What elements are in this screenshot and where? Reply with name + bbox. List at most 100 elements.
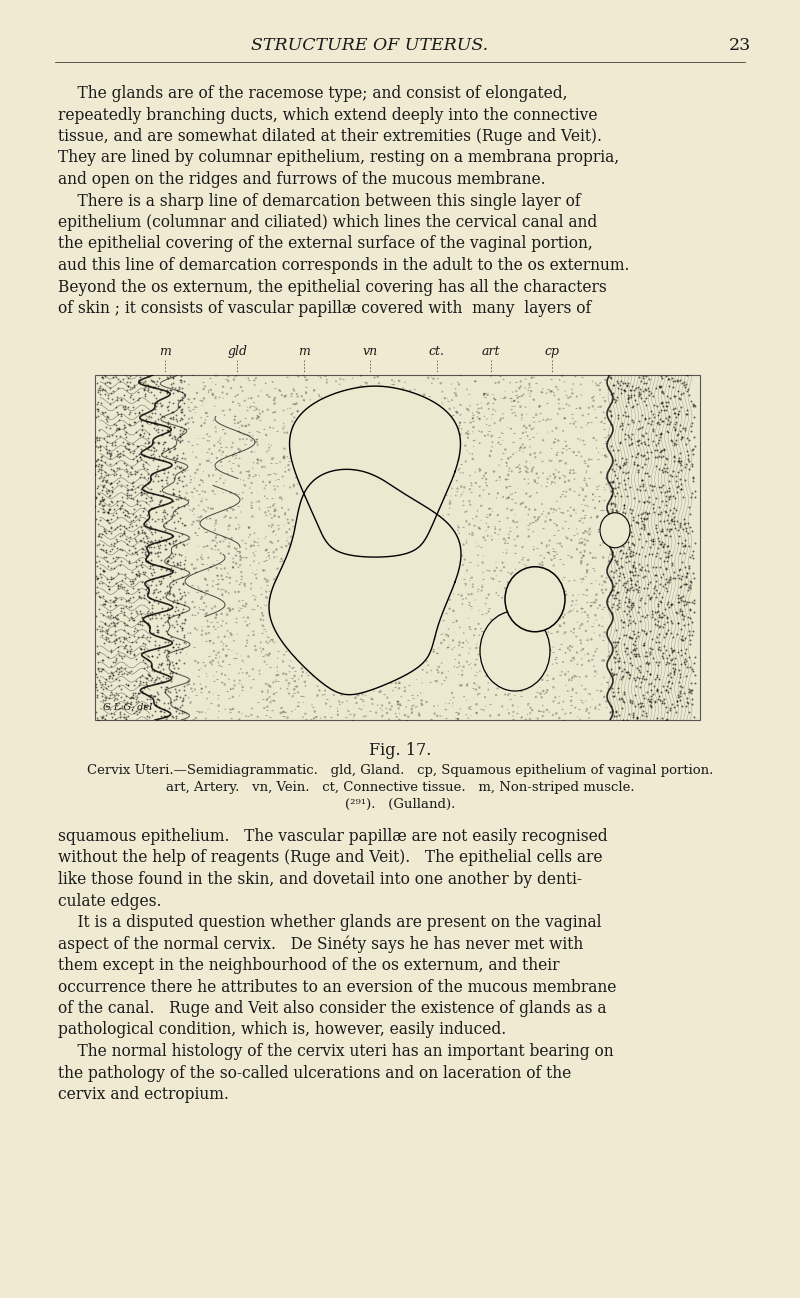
Point	[130, 544, 143, 565]
Point	[660, 366, 673, 387]
Point	[178, 679, 190, 700]
Point	[622, 550, 635, 571]
Point	[288, 671, 301, 692]
Point	[526, 459, 538, 480]
Point	[371, 480, 384, 501]
Point	[440, 434, 453, 454]
Point	[619, 637, 632, 658]
Point	[268, 505, 281, 526]
Point	[574, 510, 586, 531]
Point	[478, 687, 491, 707]
Point	[203, 369, 216, 389]
Point	[178, 393, 190, 414]
Point	[345, 578, 358, 598]
Point	[441, 515, 454, 536]
Point	[426, 578, 438, 598]
Point	[96, 706, 109, 727]
Point	[457, 632, 470, 653]
Point	[666, 502, 679, 523]
Point	[159, 531, 172, 552]
Point	[591, 598, 604, 619]
Point	[94, 527, 107, 548]
Point	[335, 530, 348, 550]
Point	[129, 463, 142, 484]
Point	[682, 579, 694, 600]
Point	[608, 561, 621, 582]
Point	[174, 687, 187, 707]
Point	[462, 643, 475, 663]
Point	[625, 641, 638, 662]
Point	[309, 582, 322, 602]
Point	[606, 687, 619, 707]
Point	[418, 571, 430, 592]
Point	[198, 584, 211, 605]
Point	[336, 692, 349, 713]
Point	[118, 523, 130, 544]
Point	[574, 543, 587, 563]
Point	[662, 480, 675, 501]
Point	[619, 543, 632, 563]
Point	[422, 467, 434, 488]
Point	[126, 631, 138, 652]
Point	[215, 558, 228, 579]
Point	[126, 543, 138, 563]
Point	[443, 497, 456, 518]
Point	[665, 637, 678, 658]
Point	[662, 681, 674, 702]
Point	[339, 707, 352, 728]
Point	[330, 483, 342, 504]
Point	[541, 472, 554, 493]
Point	[505, 418, 518, 439]
Point	[372, 622, 385, 643]
Point	[501, 508, 514, 528]
Point	[438, 610, 450, 631]
Point	[129, 411, 142, 432]
Point	[394, 414, 407, 435]
Point	[633, 668, 646, 689]
Point	[684, 575, 697, 596]
Point	[430, 671, 443, 692]
Point	[680, 639, 693, 659]
Point	[261, 687, 274, 707]
Point	[106, 432, 118, 453]
Point	[338, 578, 351, 598]
Point	[367, 414, 380, 435]
Point	[122, 623, 134, 644]
Point	[686, 592, 698, 613]
Point	[672, 423, 685, 444]
Point	[96, 367, 109, 388]
Point	[485, 526, 498, 546]
Point	[408, 379, 421, 400]
Point	[303, 511, 316, 532]
Point	[123, 462, 136, 483]
Point	[574, 528, 587, 549]
Point	[686, 659, 698, 680]
Point	[185, 401, 198, 422]
Point	[548, 589, 561, 610]
Point	[134, 424, 146, 445]
Point	[250, 367, 262, 388]
Point	[609, 493, 622, 514]
Point	[532, 410, 545, 431]
Point	[453, 645, 466, 666]
Point	[110, 683, 122, 704]
Point	[682, 693, 694, 714]
Point	[268, 462, 281, 483]
Point	[470, 536, 483, 557]
Point	[270, 546, 283, 567]
Point	[508, 391, 521, 411]
Point	[89, 496, 102, 517]
Point	[622, 539, 635, 559]
Point	[527, 522, 540, 543]
Point	[227, 648, 240, 668]
Point	[362, 458, 375, 479]
Point	[170, 653, 183, 674]
Point	[458, 501, 471, 522]
Point	[622, 392, 634, 413]
Point	[126, 571, 138, 592]
Point	[208, 387, 221, 408]
Point	[179, 546, 192, 567]
Point	[153, 530, 166, 550]
Point	[123, 441, 136, 462]
Point	[614, 432, 626, 453]
